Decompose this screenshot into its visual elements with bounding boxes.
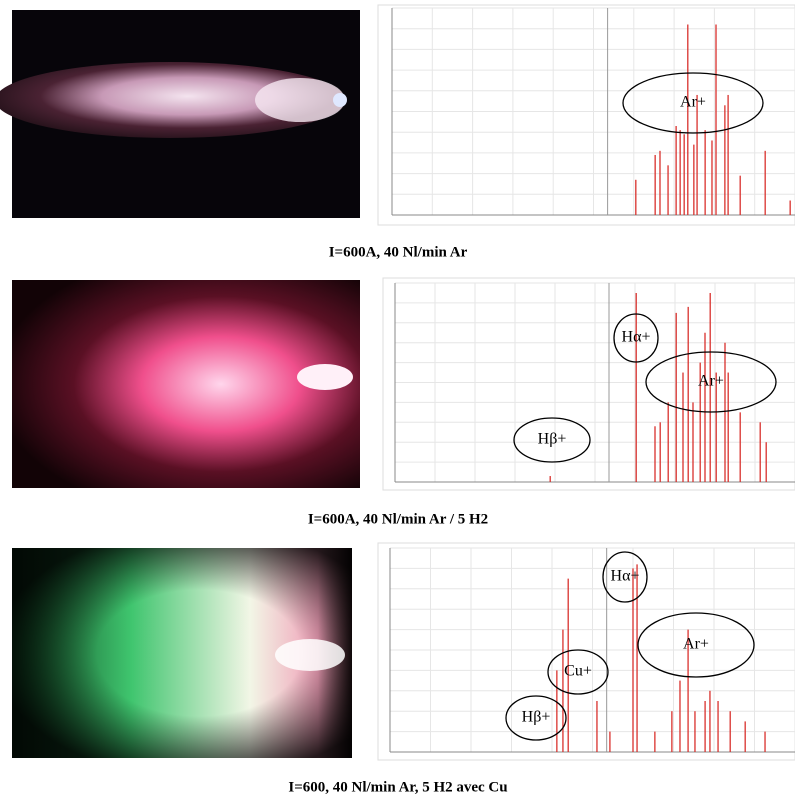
- spectrum-frame: [377, 4, 795, 226]
- label-ellipse: [602, 551, 648, 603]
- photo: [0, 10, 360, 218]
- peak-label: Hα+: [622, 329, 651, 346]
- label-ellipse: [505, 695, 567, 741]
- peak-label: Hβ+: [522, 709, 551, 726]
- label-ellipse: [622, 72, 764, 134]
- label-ellipse: [645, 351, 777, 413]
- peak-label: Ar+: [698, 373, 724, 390]
- peak-label: Hα+: [611, 568, 640, 585]
- photo: [12, 548, 352, 758]
- label-ellipse: [637, 612, 755, 678]
- caption: I=600A, 40 Nl/min Ar / 5 H2: [308, 511, 488, 527]
- spectrum-frame: [382, 277, 795, 491]
- peak-label: Ar+: [680, 94, 706, 111]
- label-ellipse: [613, 313, 659, 363]
- caption: I=600A, 40 Nl/min Ar: [329, 244, 468, 260]
- caption: I=600, 40 Nl/min Ar, 5 H2 avec Cu: [288, 779, 507, 795]
- peak-label: Ar+: [683, 636, 709, 653]
- peak-label: Cu+: [564, 663, 592, 680]
- label-ellipse: [547, 649, 609, 695]
- label-ellipse: [513, 417, 591, 463]
- photo: [12, 280, 360, 488]
- peak-label: Hβ+: [538, 431, 567, 448]
